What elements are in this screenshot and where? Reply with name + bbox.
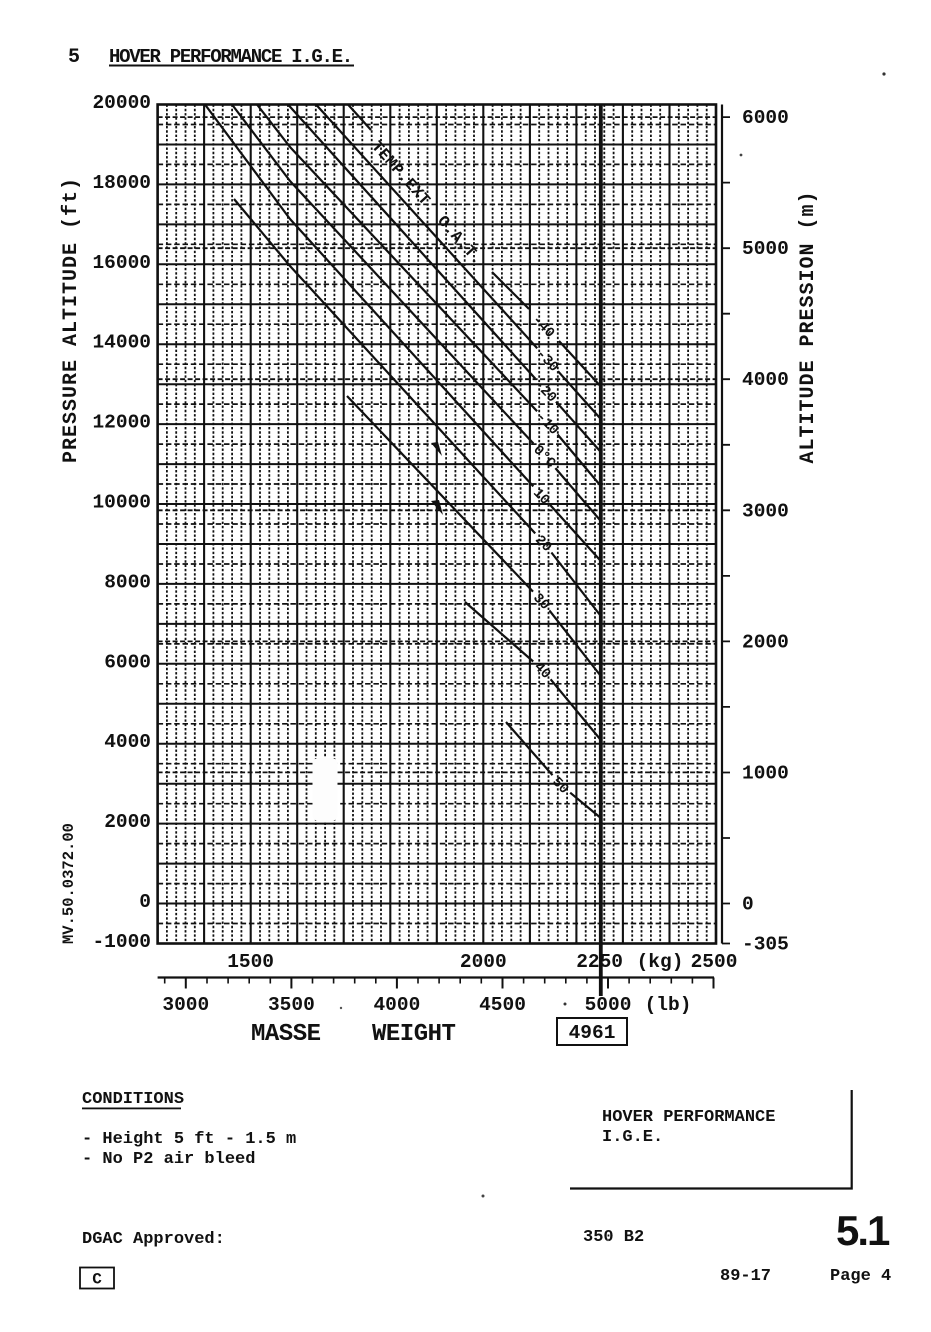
svg-text:4000: 4000 — [742, 369, 789, 391]
svg-text:14000: 14000 — [92, 332, 151, 354]
svg-text:89-17: 89-17 — [720, 1267, 771, 1286]
svg-text:1500: 1500 — [227, 951, 274, 973]
svg-text:0: 0 — [139, 891, 151, 913]
svg-text:HOVER PERFORMANCE: HOVER PERFORMANCE — [602, 1108, 775, 1127]
svg-text:12000: 12000 — [92, 412, 151, 434]
svg-text:(lb): (lb) — [645, 994, 692, 1016]
svg-text:1000: 1000 — [742, 763, 789, 785]
svg-text:I.G.E.: I.G.E. — [602, 1128, 663, 1147]
svg-text:ALTITUDE PRESSION (m): ALTITUDE PRESSION (m) — [797, 190, 820, 463]
svg-text:4000: 4000 — [104, 731, 151, 753]
svg-text:3000: 3000 — [742, 500, 789, 522]
svg-text:C: C — [92, 1271, 102, 1289]
svg-text:- Height 5 ft - 1.5 m: - Height 5 ft - 1.5 m — [82, 1130, 296, 1149]
svg-text:350 B2: 350 B2 — [583, 1228, 644, 1247]
svg-text:DGAC Approved:: DGAC Approved: — [82, 1230, 225, 1249]
svg-text:0: 0 — [742, 894, 754, 916]
svg-text:CONDITIONS: CONDITIONS — [82, 1090, 184, 1109]
svg-text:8000: 8000 — [104, 571, 151, 593]
svg-text:4961: 4961 — [569, 1022, 616, 1044]
svg-text:5.1: 5.1 — [836, 1207, 890, 1254]
svg-text:16000: 16000 — [92, 252, 151, 274]
svg-text:5: 5 — [68, 46, 80, 69]
svg-text:WEIGHT: WEIGHT — [372, 1021, 456, 1048]
svg-text:-1000: -1000 — [92, 931, 151, 953]
svg-text:PRESSURE ALTITUDE (ft): PRESSURE ALTITUDE (ft) — [60, 177, 83, 463]
svg-text:Page 4: Page 4 — [830, 1267, 891, 1286]
svg-text:-305: -305 — [742, 934, 789, 956]
svg-text:MASSE: MASSE — [251, 1021, 321, 1048]
svg-text:3000: 3000 — [162, 994, 209, 1016]
svg-text:6000: 6000 — [742, 107, 789, 129]
svg-text:2000: 2000 — [104, 811, 151, 833]
svg-text:HOVER PERFORMANCE I.G.E.: HOVER PERFORMANCE I.G.E. — [109, 46, 352, 68]
svg-text:2000: 2000 — [742, 631, 789, 653]
svg-text:- No P2 air bleed: - No P2 air bleed — [82, 1150, 255, 1169]
svg-text:(kg): (kg) — [637, 951, 684, 973]
svg-text:5000: 5000 — [742, 238, 789, 260]
svg-text:3500: 3500 — [268, 994, 315, 1016]
svg-text:20000: 20000 — [92, 92, 151, 114]
svg-text:10000: 10000 — [92, 492, 151, 514]
svg-text:2500: 2500 — [691, 951, 738, 973]
svg-text:18000: 18000 — [92, 172, 151, 194]
svg-text:2250: 2250 — [576, 951, 623, 973]
svg-text:4000: 4000 — [373, 994, 420, 1016]
svg-text:MV.50.0372.00: MV.50.0372.00 — [60, 823, 78, 944]
svg-text:4500: 4500 — [479, 994, 526, 1016]
svg-text:5000: 5000 — [585, 994, 632, 1016]
svg-text:2000: 2000 — [460, 951, 507, 973]
svg-text:6000: 6000 — [104, 651, 151, 673]
